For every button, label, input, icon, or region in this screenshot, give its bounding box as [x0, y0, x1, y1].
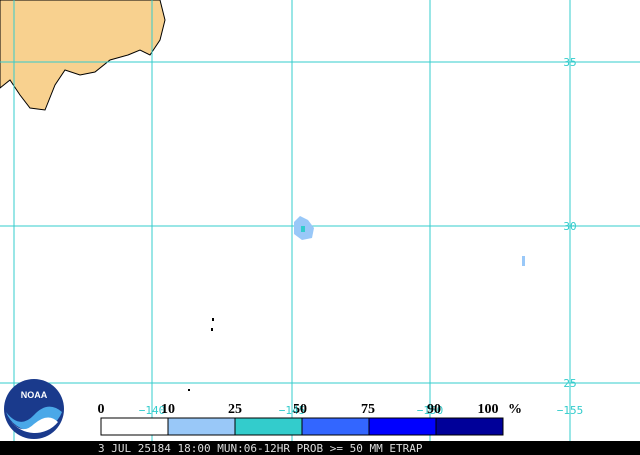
island	[212, 318, 214, 321]
island	[211, 328, 213, 331]
lat-label: 35	[563, 56, 576, 69]
lon-label: −150	[417, 404, 444, 417]
logo-wave	[10, 417, 58, 434]
legend-label: %	[508, 402, 522, 417]
noaa-logo: NOAA	[4, 379, 64, 439]
lon-label: −155	[557, 404, 584, 417]
graticule	[0, 0, 640, 441]
legend-label: 0	[98, 402, 105, 417]
legend-swatch	[234, 417, 303, 436]
lon-label: −145	[279, 404, 306, 417]
legend-label: 25	[228, 402, 242, 417]
rain-area	[301, 226, 305, 232]
lat-label: 30	[563, 220, 576, 233]
legend-label: 75	[361, 402, 375, 417]
legend-swatch	[435, 417, 504, 436]
legend-bar	[100, 417, 504, 436]
legend-swatch	[167, 417, 236, 436]
legend-swatch	[100, 417, 169, 436]
lat-label: 25	[563, 377, 576, 390]
legend-label: 50	[293, 402, 307, 417]
legend-label: 10	[161, 402, 175, 417]
footer-bar	[0, 441, 640, 455]
legend-swatch	[368, 417, 437, 436]
footer-text: 3 JUL 25184 18:00 MUN:06-12HR PROB >= 50…	[98, 442, 423, 455]
lon-label: −140	[139, 404, 166, 417]
land	[0, 0, 166, 111]
rain-area	[522, 256, 525, 266]
legend-label: 90	[427, 402, 441, 417]
island	[188, 389, 190, 391]
legend-label: 100	[478, 402, 499, 417]
logo-text: NOAA	[21, 390, 48, 400]
legend-swatch	[301, 417, 370, 436]
